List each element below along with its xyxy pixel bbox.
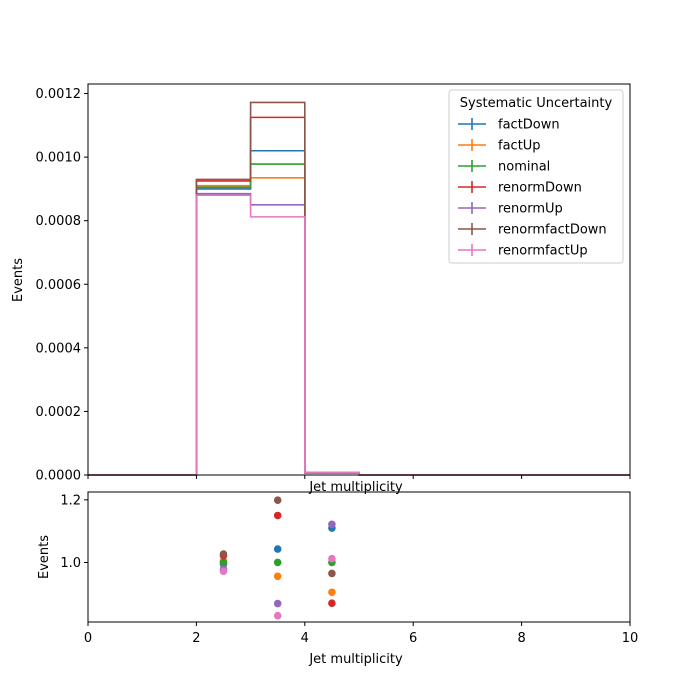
legend-entries: factDown factUp nominal renormDown renormUp r… — [458, 118, 607, 259]
ratio-point-renormUp — [273, 599, 282, 608]
ratio-axes-frame — [87, 491, 631, 623]
main-y-ticks: 0.0000 0.0002 0.0004 0.0006 0.0008 0.0010 0.00… — [36, 87, 88, 484]
ratio-panel: 1.0 1.2 0 2 4 6 8 10 Events Jet multiplicity — [37, 491, 638, 667]
ratio-x-tick-label: 6 — [409, 631, 417, 646]
main-y-tick-label: 0.0000 — [36, 469, 82, 484]
legend-entry-factDown: factDown — [458, 118, 560, 133]
ratio-point-renormfactDown — [219, 550, 228, 558]
ratio-point-renormfactDown — [328, 569, 336, 578]
legend-entry-renormfactUp: renormfactUp — [458, 244, 588, 259]
legend-entry-nominal: nominal — [458, 160, 550, 175]
ratio-point-renormfactUp — [219, 567, 228, 576]
ratio-point-nominal — [219, 558, 228, 567]
main-axes-frame — [87, 83, 631, 476]
legend-title: Systematic Uncertainty — [460, 96, 613, 111]
ratio-point-factDown — [273, 545, 282, 553]
legend-label-renormfactUp: renormfactUp — [498, 244, 588, 259]
ratio-point-renormfactUp — [328, 554, 336, 563]
ratio-point-renormUp — [328, 520, 336, 529]
legend-entry-renormUp: renormUp — [458, 202, 563, 217]
main-histogram-panel: 0.0000 0.0002 0.0004 0.0006 0.0008 0.0010 0.00… — [11, 83, 631, 495]
main-y-tick-label: 0.0012 — [36, 87, 82, 102]
ratio-y-ticks: 1.0 1.2 — [60, 493, 88, 571]
ratio-point-nominal — [273, 558, 282, 567]
main-y-axis-label: Events — [11, 258, 26, 302]
ratio-x-tick-label: 4 — [301, 631, 309, 646]
ratio-y-axis-label: Events — [37, 535, 52, 579]
ratio-points-group — [219, 496, 336, 620]
legend-label-nominal: nominal — [498, 160, 550, 175]
ratio-x-tick-label: 0 — [84, 631, 92, 646]
main-y-tick-label: 0.0006 — [36, 278, 82, 293]
ratio-point-factUp — [273, 572, 282, 581]
ratio-x-tick-label: 2 — [192, 631, 200, 646]
legend-label-renormfactDown: renormfactDown — [498, 223, 607, 238]
ratio-y-tick-label: 1.2 — [60, 493, 81, 508]
legend-label-factUp: factUp — [498, 139, 541, 154]
legend-label-renormDown: renormDown — [498, 181, 582, 196]
legend-label-renormUp: renormUp — [498, 202, 563, 217]
main-y-tick-label: 0.0002 — [36, 405, 82, 420]
ratio-point-renormDown — [328, 599, 336, 608]
legend-box — [448, 89, 624, 264]
legend-label-factDown: factDown — [498, 118, 560, 133]
legend: Systematic Uncertainty factDown factUp nom… — [448, 89, 624, 264]
ratio-point-renormDown — [273, 511, 282, 520]
main-x-ticks — [87, 475, 631, 479]
legend-entry-renormDown: renormDown — [458, 181, 582, 196]
ratio-point-renormfactDown — [273, 496, 282, 504]
main-y-tick-label: 0.0010 — [36, 151, 82, 166]
main-x-axis-label: Jet multiplicity — [308, 480, 403, 495]
legend-entry-factUp: factUp — [458, 139, 541, 154]
main-y-tick-label: 0.0004 — [36, 341, 82, 356]
ratio-point-factUp — [328, 588, 336, 597]
main-y-tick-label: 0.0008 — [36, 214, 82, 229]
ratio-x-ticks: 0 2 4 6 8 10 — [84, 622, 638, 646]
legend-entry-renormfactDown: renormfactDown — [458, 223, 607, 238]
ratio-x-axis-label: Jet multiplicity — [308, 652, 403, 667]
ratio-y-tick-label: 1.0 — [60, 556, 81, 571]
ratio-point-renormfactUp — [273, 611, 282, 620]
ratio-x-tick-label: 8 — [517, 631, 525, 646]
ratio-x-tick-label: 10 — [622, 631, 639, 646]
